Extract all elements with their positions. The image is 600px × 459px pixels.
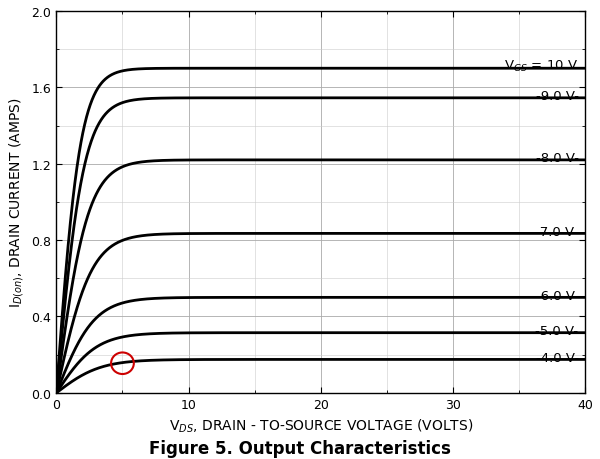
Text: -5.0 V-: -5.0 V- [535, 325, 578, 337]
Text: -6.0 V-: -6.0 V- [536, 289, 578, 302]
Y-axis label: I$_{D(on)}$, DRAIN CURRENT (AMPS): I$_{D(on)}$, DRAIN CURRENT (AMPS) [7, 97, 26, 308]
Text: -4.0 V-: -4.0 V- [536, 351, 578, 364]
X-axis label: V$_{DS}$, DRAIN - TO-SOURCE VOLTAGE (VOLTS): V$_{DS}$, DRAIN - TO-SOURCE VOLTAGE (VOL… [169, 416, 473, 434]
Text: -9.0 V-: -9.0 V- [536, 90, 578, 103]
Text: -7.0 V-: -7.0 V- [535, 225, 578, 238]
Text: Figure 5. Output Characteristics: Figure 5. Output Characteristics [149, 439, 451, 457]
Text: -8.0 V-: -8.0 V- [536, 152, 578, 165]
Text: V$_{GS}$ = 10 V: V$_{GS}$ = 10 V [505, 59, 578, 74]
